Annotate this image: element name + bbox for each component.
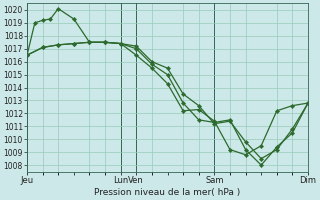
X-axis label: Pression niveau de la mer( hPa ): Pression niveau de la mer( hPa ) bbox=[94, 188, 241, 197]
